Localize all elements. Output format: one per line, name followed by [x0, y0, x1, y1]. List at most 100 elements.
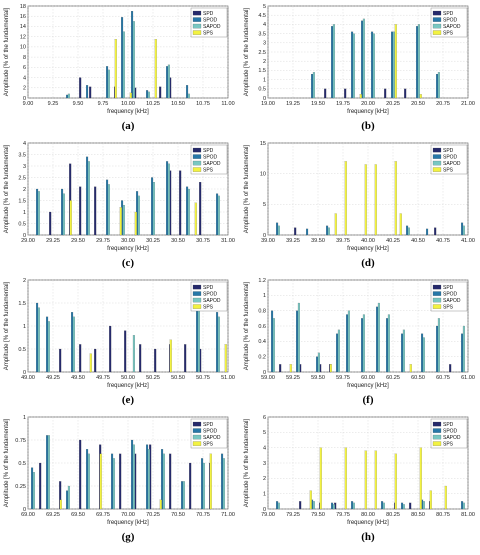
- bar-spod: [186, 85, 189, 99]
- bar-spod: [361, 318, 364, 373]
- legend-swatch-spod: [192, 154, 202, 159]
- bar-spd: [154, 348, 157, 373]
- legend-label-sapod: SAPOD: [443, 161, 461, 167]
- bar-sapod: [352, 33, 355, 99]
- y-tick-label: 2: [263, 59, 266, 65]
- x-tick-label: 40.25: [386, 238, 400, 244]
- legend-label-sapod: SAPOD: [203, 298, 221, 304]
- x-tick-label: 80.50: [411, 512, 425, 518]
- bar-sapod: [122, 205, 125, 236]
- y-tick-label: 8: [23, 55, 26, 61]
- bar-spod: [36, 302, 39, 373]
- bar-spod: [436, 325, 439, 373]
- bar-sapod: [217, 316, 220, 373]
- x-tick-label: 19.75: [336, 101, 350, 107]
- x-tick-label: 30.50: [171, 238, 185, 244]
- y-tick-label: 4: [263, 445, 266, 451]
- bar-spd: [49, 211, 52, 236]
- bar-spod: [376, 306, 379, 373]
- y-axis-label: Amplitude [% of the fundamental]: [244, 7, 250, 96]
- bar-spd: [279, 364, 282, 373]
- bar-sps: [419, 94, 422, 99]
- legend-label-spd: SPD: [203, 285, 214, 291]
- bar-spod: [306, 228, 309, 236]
- panel-label: (f): [363, 394, 374, 406]
- bar-spod: [71, 312, 74, 373]
- panel-label: (b): [361, 120, 375, 132]
- legend-label-spod: SPOD: [443, 428, 458, 434]
- bar-sps: [429, 490, 432, 510]
- legend-swatch-spd: [432, 421, 442, 427]
- legend-label-sapod: SAPOD: [443, 24, 461, 30]
- legend-swatch-sps: [192, 441, 202, 446]
- panel-label: (a): [122, 120, 135, 132]
- bar-sapod: [407, 227, 410, 236]
- bar-spod: [461, 333, 464, 373]
- x-tick-label: 39.25: [286, 238, 300, 244]
- x-tick-label: 50.00: [121, 375, 135, 381]
- bar-sps: [89, 353, 92, 373]
- bar-sapod: [137, 195, 140, 236]
- bar-sps: [394, 453, 397, 510]
- bar-sapod: [312, 501, 315, 510]
- bar-sps: [394, 24, 397, 99]
- bar-spod: [351, 31, 354, 99]
- legend-swatch-spd: [432, 147, 442, 153]
- x-tick-label: 39.75: [336, 238, 350, 244]
- bar-spd: [184, 344, 187, 373]
- x-tick-label: 51.00: [221, 375, 235, 381]
- chart-panel-3: 0 0.5 1 1.5 2 2.5 3 3.5 4 29.00 29.25 29.50 29.75 30.…: [4, 141, 235, 269]
- x-axis-label: frequency [kHz]: [347, 109, 389, 115]
- bar-spd: [79, 439, 82, 510]
- bar-spod: [351, 501, 354, 510]
- legend-swatch-spd: [432, 284, 442, 290]
- legend-swatch-spd: [192, 421, 202, 427]
- x-tick-label: 69.50: [71, 512, 85, 518]
- bar-sapod: [347, 310, 350, 373]
- x-tick-label: 39.50: [311, 238, 325, 244]
- x-tick-label: 70.75: [196, 512, 210, 518]
- bar-spod: [146, 444, 149, 510]
- y-tick-label: 2.5: [258, 50, 266, 56]
- bar-sapod: [202, 462, 205, 510]
- x-tick-label: 41.00: [461, 238, 475, 244]
- y-tick-label: 2: [23, 187, 26, 193]
- bar-spd: [109, 325, 112, 373]
- x-tick-label: 29.75: [96, 238, 110, 244]
- y-tick-label: 0: [23, 96, 26, 102]
- bar-sapod: [132, 335, 135, 373]
- y-tick-label: 1: [23, 324, 26, 330]
- bar-sapod: [122, 31, 125, 99]
- y-tick-label: 0.4: [258, 339, 266, 345]
- x-tick-label: 29.25: [46, 238, 60, 244]
- bar-sapod: [352, 502, 355, 510]
- x-tick-label: 49.25: [46, 375, 60, 381]
- bar-spod: [131, 439, 134, 510]
- bar-sapod: [222, 458, 225, 510]
- legend-label-spod: SPOD: [443, 17, 458, 23]
- x-tick-label: 60.25: [386, 375, 400, 381]
- bar-spod: [311, 74, 314, 99]
- x-tick-label: 31.00: [221, 238, 235, 244]
- bar-spod: [46, 435, 49, 510]
- bar-sapod: [72, 316, 75, 373]
- bar-sapod: [327, 227, 330, 236]
- y-axis-label: Amplitude [% of the fundamental]: [244, 418, 250, 507]
- bar-sapod: [312, 72, 315, 99]
- bar-sps: [344, 161, 347, 236]
- bar-spd: [294, 227, 297, 236]
- bar-spod: [331, 26, 334, 99]
- bar-sapod: [87, 161, 90, 236]
- bar-spod: [276, 222, 279, 236]
- bar-spd: [199, 182, 202, 236]
- bar-spod: [336, 333, 339, 373]
- y-tick-label: 0: [23, 370, 26, 376]
- x-tick-label: 79.75: [336, 512, 350, 518]
- bar-sapod: [32, 472, 35, 510]
- bar-sps: [399, 213, 402, 236]
- bar-sapod: [317, 352, 320, 373]
- bar-sapod: [277, 225, 280, 236]
- legend-swatch-sps: [192, 30, 202, 35]
